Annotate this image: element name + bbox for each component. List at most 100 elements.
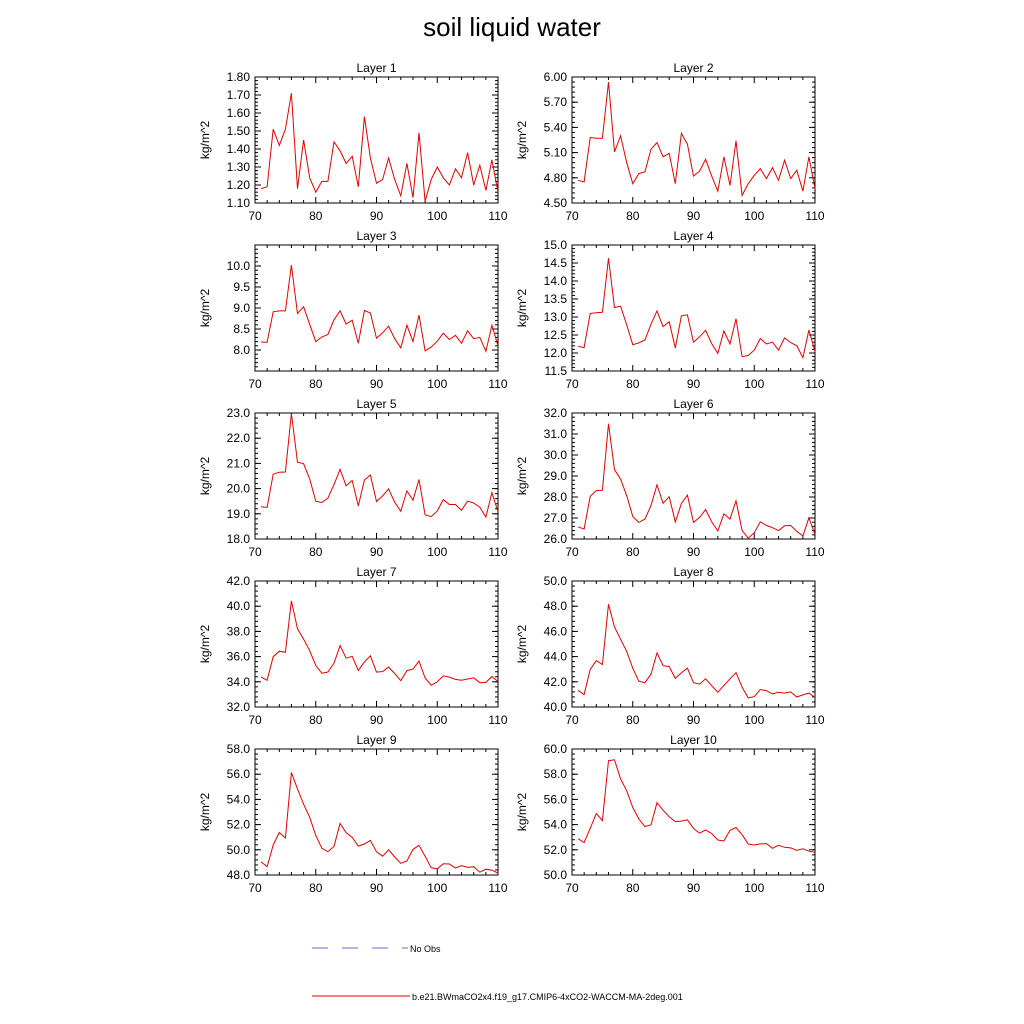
series-line bbox=[260, 93, 499, 202]
x-tick-label: 100 bbox=[427, 377, 447, 391]
y-tick-label: 50.0 bbox=[544, 574, 568, 588]
plot-frame bbox=[571, 76, 816, 204]
y-tick-label: 1.40 bbox=[227, 142, 251, 156]
x-tick-label: 70 bbox=[248, 377, 262, 391]
y-tick-label: 8.0 bbox=[233, 343, 250, 357]
x-tick-label: 70 bbox=[248, 209, 262, 223]
y-axis-label: kg/m^2 bbox=[515, 121, 529, 160]
y-tick-label: 38.0 bbox=[227, 624, 251, 638]
panel-title: Layer 10 bbox=[670, 733, 717, 747]
figure-title: soil liquid water bbox=[423, 12, 601, 42]
y-tick-label: 11.5 bbox=[545, 364, 568, 378]
series-line bbox=[260, 600, 499, 686]
y-tick-label: 42.0 bbox=[227, 574, 251, 588]
x-tick-label: 80 bbox=[626, 209, 640, 223]
x-tick-label: 100 bbox=[427, 713, 447, 727]
y-axis-label: kg/m^2 bbox=[515, 793, 529, 832]
panel-title: Layer 9 bbox=[356, 733, 396, 747]
series-line bbox=[577, 604, 816, 699]
y-tick-label: 40.0 bbox=[227, 599, 251, 613]
x-tick-label: 80 bbox=[626, 545, 640, 559]
y-tick-label: 13.0 bbox=[544, 310, 568, 324]
y-tick-label: 20.0 bbox=[227, 482, 251, 496]
y-tick-label: 9.5 bbox=[233, 280, 250, 294]
x-tick-label: 100 bbox=[744, 713, 764, 727]
y-tick-label: 50.0 bbox=[544, 868, 568, 882]
series-line bbox=[261, 265, 499, 353]
panel-title: Layer 2 bbox=[673, 61, 713, 75]
plot-frame bbox=[254, 412, 499, 540]
y-tick-label: 42.0 bbox=[544, 675, 568, 689]
y-tick-label: 12.0 bbox=[544, 346, 568, 360]
y-tick-label: 29.0 bbox=[544, 469, 568, 483]
x-tick-label: 70 bbox=[248, 881, 262, 895]
chart-panel: Layer 8 kg/m^2 70 80 90 100 110 40.0 42.0 44.0 46.… bbox=[515, 565, 825, 727]
plot-frame bbox=[571, 748, 816, 876]
series-line bbox=[260, 772, 499, 874]
y-tick-label: 9.0 bbox=[233, 301, 250, 315]
x-tick-label: 110 bbox=[805, 377, 824, 391]
x-tick-label: 110 bbox=[488, 377, 507, 391]
y-tick-label: 44.0 bbox=[544, 650, 568, 664]
x-tick-label: 110 bbox=[488, 545, 507, 559]
y-tick-label: 52.0 bbox=[544, 843, 568, 857]
x-tick-label: 110 bbox=[805, 209, 824, 223]
y-tick-label: 23.0 bbox=[227, 406, 251, 420]
y-axis-label: kg/m^2 bbox=[198, 289, 212, 328]
y-tick-label: 50.0 bbox=[227, 843, 251, 857]
series-line bbox=[261, 413, 499, 519]
panel-title: Layer 5 bbox=[356, 397, 396, 411]
panel-title: Layer 1 bbox=[356, 61, 396, 75]
y-tick-label: 27.0 bbox=[544, 511, 568, 525]
chart-panel: Layer 7 kg/m^2 70 80 90 100 110 32.0 34.0 36.0 38.… bbox=[198, 565, 508, 727]
y-tick-label: 18.0 bbox=[227, 532, 251, 546]
y-tick-label: 54.0 bbox=[227, 792, 251, 806]
plot-frame bbox=[254, 580, 499, 708]
y-tick-label: 30.0 bbox=[544, 448, 568, 462]
y-axis-label: kg/m^2 bbox=[515, 457, 529, 496]
y-tick-label: 8.5 bbox=[233, 322, 250, 336]
x-tick-label: 110 bbox=[805, 545, 824, 559]
plot-frame bbox=[254, 748, 499, 876]
plot-frame bbox=[254, 244, 499, 372]
y-axis-label: kg/m^2 bbox=[198, 793, 212, 832]
y-tick-label: 1.30 bbox=[227, 160, 251, 174]
y-tick-label: 4.50 bbox=[544, 196, 568, 210]
x-tick-label: 90 bbox=[687, 209, 701, 223]
x-tick-label: 70 bbox=[565, 713, 579, 727]
x-tick-label: 80 bbox=[309, 209, 323, 223]
y-tick-label: 1.60 bbox=[227, 106, 251, 120]
y-tick-label: 14.5 bbox=[544, 256, 568, 270]
y-tick-label: 32.0 bbox=[227, 700, 251, 714]
y-tick-label: 32.0 bbox=[544, 406, 568, 420]
x-tick-label: 80 bbox=[309, 881, 323, 895]
y-tick-label: 56.0 bbox=[544, 792, 568, 806]
x-tick-label: 90 bbox=[370, 713, 384, 727]
x-tick-label: 110 bbox=[488, 209, 507, 223]
y-axis-label: kg/m^2 bbox=[515, 625, 529, 664]
panel-title: Layer 3 bbox=[356, 229, 396, 243]
x-tick-label: 100 bbox=[744, 881, 764, 895]
y-tick-label: 15.0 bbox=[544, 238, 568, 252]
y-tick-label: 19.0 bbox=[227, 507, 251, 521]
x-tick-label: 100 bbox=[427, 545, 447, 559]
x-tick-label: 90 bbox=[370, 377, 384, 391]
x-tick-label: 70 bbox=[248, 545, 262, 559]
x-tick-label: 100 bbox=[427, 209, 447, 223]
panel-title: Layer 7 bbox=[356, 565, 396, 579]
x-tick-label: 100 bbox=[744, 377, 764, 391]
legend-obs-label: No Obs bbox=[410, 944, 441, 954]
y-tick-label: 1.50 bbox=[227, 124, 251, 138]
y-tick-label: 21.0 bbox=[227, 456, 251, 470]
legend-model-label: b.e21.BWmaCO2x4.f19_g17.CMIP6-4xCO2-WACC… bbox=[412, 992, 683, 1002]
panel-title: Layer 6 bbox=[673, 397, 713, 411]
x-tick-label: 80 bbox=[626, 881, 640, 895]
y-tick-label: 5.40 bbox=[544, 120, 568, 134]
y-tick-label: 26.0 bbox=[544, 532, 568, 546]
x-tick-label: 110 bbox=[805, 881, 824, 895]
x-tick-label: 90 bbox=[687, 377, 701, 391]
y-tick-label: 36.0 bbox=[227, 650, 251, 664]
x-tick-label: 70 bbox=[565, 545, 579, 559]
x-tick-label: 90 bbox=[370, 881, 384, 895]
